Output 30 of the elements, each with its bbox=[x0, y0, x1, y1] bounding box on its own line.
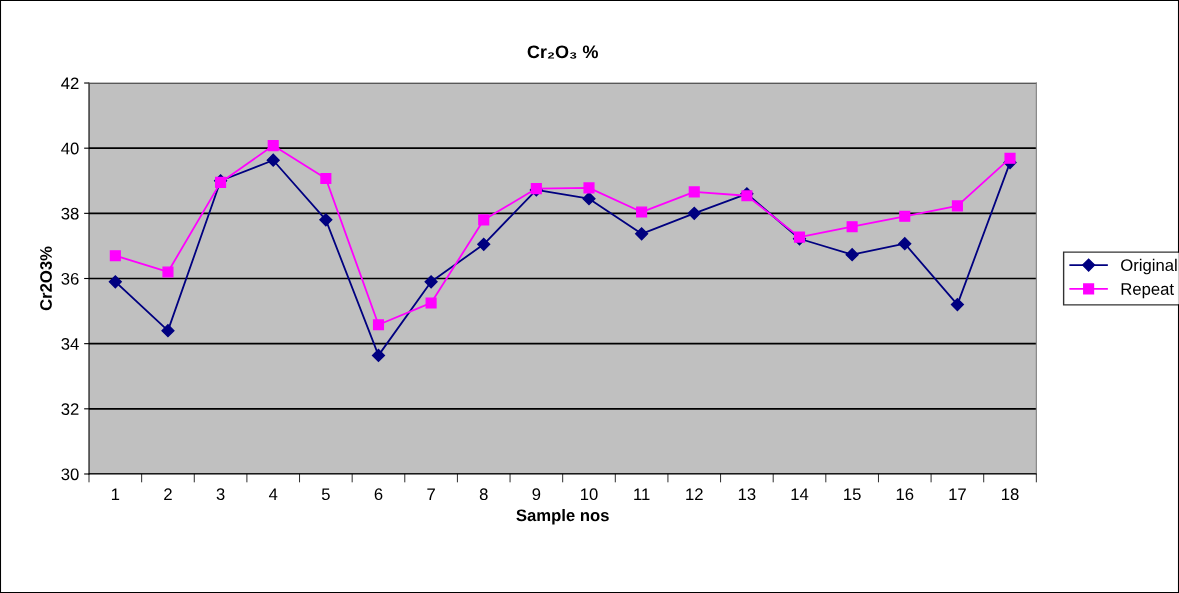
x-tick-label: 3 bbox=[216, 488, 225, 501]
x-tick-label: 5 bbox=[321, 488, 330, 501]
y-tick-label: 30 bbox=[61, 468, 79, 481]
y-axis-title: Cr2O3% bbox=[40, 246, 52, 311]
y-tick-label: 42 bbox=[61, 77, 79, 90]
y-tick-label: 34 bbox=[61, 338, 79, 350]
x-tick-label: 8 bbox=[479, 488, 488, 501]
y-tick-label: 40 bbox=[61, 142, 79, 155]
x-tick-label: 15 bbox=[844, 488, 861, 501]
legend-label: Repeat bbox=[1121, 283, 1174, 299]
x-tick-label: 16 bbox=[896, 488, 914, 501]
x-tick-label: 18 bbox=[1002, 488, 1019, 501]
x-tick-label: 17 bbox=[949, 488, 966, 500]
x-tick-label: 11 bbox=[634, 488, 650, 500]
legend-label: Original bbox=[1121, 258, 1177, 275]
x-tick-label: 6 bbox=[374, 488, 383, 501]
x-tick-label: 14 bbox=[791, 488, 809, 500]
x-tick-label: 9 bbox=[532, 488, 541, 501]
x-tick-label: 12 bbox=[686, 488, 703, 500]
y-tick-label: 38 bbox=[61, 207, 79, 220]
y-tick-label: 36 bbox=[61, 272, 79, 285]
chart-title: Cr₂O₃ % bbox=[527, 45, 598, 59]
x-tick-label: 7 bbox=[427, 488, 435, 500]
x-tick-label: 10 bbox=[580, 488, 598, 501]
x-axis-title: Sample nos bbox=[516, 508, 609, 525]
y-tick-label: 32 bbox=[61, 403, 79, 416]
x-tick-label: 13 bbox=[738, 488, 756, 501]
x-tick-label: 2 bbox=[164, 488, 172, 500]
x-tick-label: 4 bbox=[268, 488, 278, 500]
x-tick-label: 1 bbox=[111, 488, 120, 500]
